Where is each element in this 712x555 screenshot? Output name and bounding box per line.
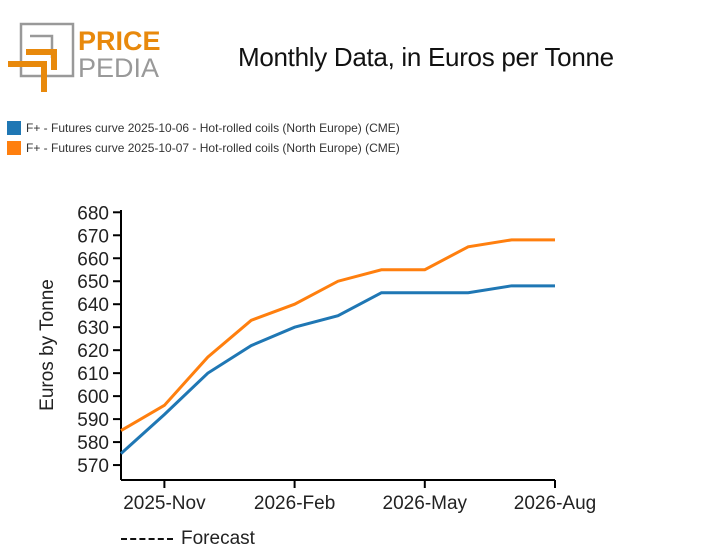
- y-axis-label: Euros by Tonne: [37, 279, 58, 411]
- legend: F+ - Futures curve 2025-10-06 - Hot-roll…: [7, 118, 400, 158]
- y-tick-label: 590: [77, 410, 109, 431]
- y-tick-label: 570: [77, 456, 109, 477]
- y-tick-label: 580: [77, 433, 109, 454]
- x-tick-label: 2025-Nov: [123, 493, 206, 514]
- series-line-1: [119, 284, 555, 455]
- legend-label: F+ - Futures curve 2025-10-06 - Hot-roll…: [26, 121, 400, 135]
- y-tick-label: 610: [77, 364, 109, 385]
- dashed-line-icon: [121, 538, 173, 540]
- legend-swatch: [7, 121, 21, 135]
- chart-title: Monthly Data, in Euros per Tonne: [238, 42, 614, 72]
- y-tick-label: 630: [77, 318, 109, 339]
- legend-swatch: [7, 141, 21, 155]
- y-tick-label: 660: [77, 249, 109, 270]
- legend-item[interactable]: F+ - Futures curve 2025-10-07 - Hot-roll…: [7, 138, 400, 158]
- x-tick-label: 2026-May: [383, 493, 468, 514]
- forecast-label: Forecast: [181, 528, 255, 549]
- y-tick-label: 640: [77, 295, 109, 316]
- y-tick-label: 620: [77, 341, 109, 362]
- y-tick-label: 600: [77, 387, 109, 408]
- svg-text:PRICE: PRICE: [78, 26, 160, 56]
- x-tick-label: 2026-Feb: [254, 493, 335, 514]
- legend-item[interactable]: F+ - Futures curve 2025-10-06 - Hot-roll…: [7, 118, 400, 138]
- y-tick-label: 650: [77, 272, 109, 293]
- forecast-legend: Forecast: [121, 528, 255, 550]
- legend-label: F+ - Futures curve 2025-10-07 - Hot-roll…: [26, 141, 400, 155]
- y-tick-label: 670: [77, 226, 109, 247]
- y-tick-label: 680: [77, 203, 109, 224]
- series-line-2: [120, 238, 555, 432]
- svg-text:PEDIA: PEDIA: [78, 53, 159, 83]
- pricepedia-logo: PRICE PEDIA: [8, 22, 161, 94]
- x-tick-label: 2026-Aug: [514, 493, 596, 514]
